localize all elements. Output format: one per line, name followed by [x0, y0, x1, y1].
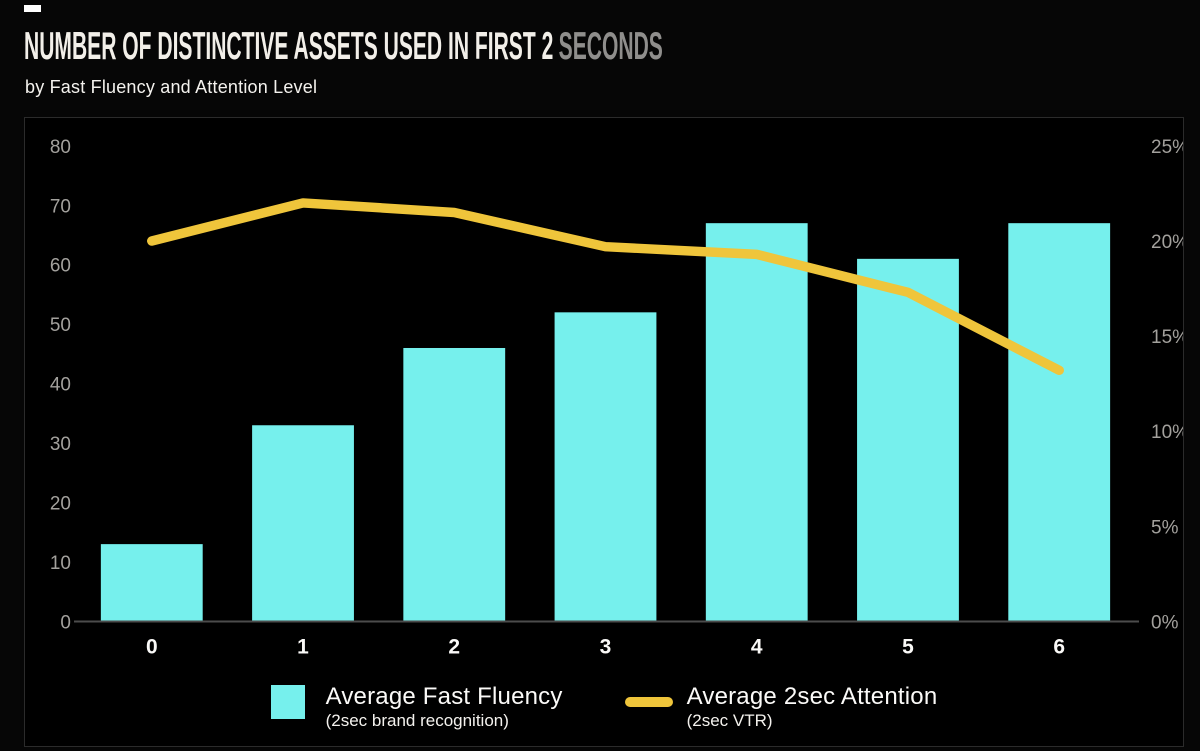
y-axis-right-tick: 10%	[1151, 422, 1183, 443]
y-axis-left-tick: 60	[50, 256, 71, 277]
corner-dash	[24, 5, 41, 12]
page-title-main: NUMBER OF DISTINCTIVE ASSETS USED IN FIR…	[24, 25, 554, 68]
y-axis-left-tick: 20	[50, 494, 71, 515]
x-axis-label: 3	[600, 635, 612, 658]
line-series-swatch-icon	[624, 697, 673, 707]
bar-x2	[403, 347, 506, 622]
x-axis-label: 0	[146, 635, 158, 658]
y-axis-left-tick: 10	[50, 553, 71, 574]
page-subtitle: by Fast Fluency and Attention Level	[25, 77, 318, 97]
x-axis-label: 5	[902, 635, 914, 658]
bar-x6	[1008, 223, 1111, 622]
x-axis-label: 6	[1053, 635, 1065, 658]
legend-sublabel: (2sec brand recognition)	[325, 711, 509, 730]
y-axis-right-tick: 5%	[1151, 517, 1179, 538]
bar-x3	[554, 312, 657, 622]
page-title: NUMBER OF DISTINCTIVE ASSETS USED IN FIR…	[24, 27, 663, 66]
bar-series-swatch-icon	[270, 685, 305, 719]
combo-chart: 80 70 60 50 40 30 20 10 0 25% 20% 15% 10% 5% 0% 0 1 2 3 4 5 6	[50, 137, 1183, 658]
x-axis-label: 4	[751, 635, 763, 658]
bar-x1	[252, 425, 354, 622]
y-axis-left-tick: 0	[60, 612, 71, 633]
x-axis-label: 1	[297, 635, 309, 658]
legend-label: Average Fast Fluency	[325, 683, 563, 710]
legend-item-fast-fluency: Average Fast Fluency (2sec brand recogni…	[270, 683, 563, 731]
y-axis-left-tick: 80	[50, 137, 71, 158]
bar-x0	[100, 544, 203, 622]
y-axis-left-tick: 40	[50, 375, 71, 396]
y-axis-left-tick: 30	[50, 434, 71, 455]
chart-panel: 80 70 60 50 40 30 20 10 0 25% 20% 15% 10% 5% 0% 0 1 2 3 4 5 6…	[24, 117, 1184, 747]
y-axis-left-tick: 50	[50, 315, 71, 336]
bar-x4	[705, 223, 808, 622]
legend-sublabel: (2sec VTR)	[686, 711, 773, 730]
y-axis-right-tick: 25%	[1151, 137, 1183, 158]
attention-line	[147, 198, 1064, 376]
bar-x5	[857, 258, 959, 622]
y-axis-right-tick: 15%	[1151, 327, 1183, 348]
y-axis-right-tick: 20%	[1151, 232, 1183, 253]
y-axis-left-tick: 70	[50, 196, 71, 217]
legend-label: Average 2sec Attention	[686, 683, 938, 710]
y-axis-right-tick: 0%	[1151, 612, 1179, 633]
x-axis-label: 2	[448, 635, 460, 658]
chart-legend: Average Fast Fluency (2sec brand recogni…	[25, 683, 1183, 731]
legend-item-attention: Average 2sec Attention (2sec VTR)	[624, 683, 938, 731]
page-title-accent: SECONDS	[558, 25, 663, 68]
